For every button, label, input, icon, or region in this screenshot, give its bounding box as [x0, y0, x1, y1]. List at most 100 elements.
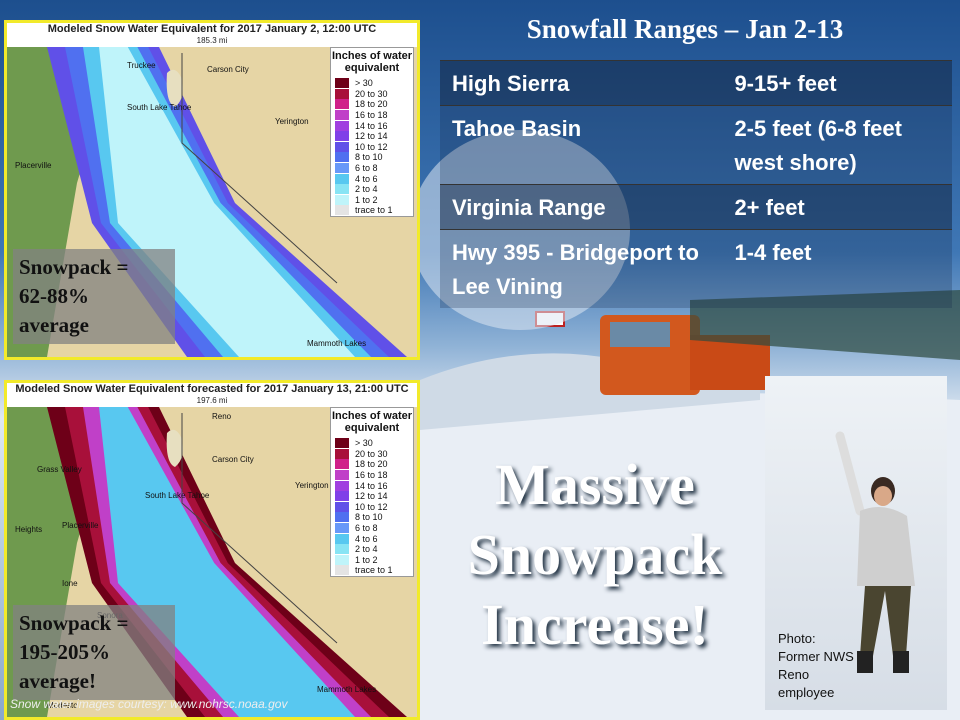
legend-label: 8 to 10 [355, 152, 383, 163]
photo-caption: Photo: Former NWS Reno employee [778, 631, 854, 700]
legend-swatch [335, 120, 349, 131]
state-line [181, 53, 338, 284]
legend-row: trace to 1 [331, 205, 413, 216]
legend-swatch [335, 110, 349, 121]
table-cell: High Sierra [452, 71, 570, 96]
place-label: Mammoth Lakes [307, 339, 367, 348]
legend-row: 10 to 12 [331, 141, 413, 153]
table-row: Virginia Range 2+ feet [440, 184, 952, 229]
table-cell: 1-4 feet [734, 240, 812, 265]
legend-label: 4 to 6 [355, 173, 378, 184]
legend-label: 4 to 6 [355, 533, 378, 544]
person-illustration [835, 431, 915, 673]
table-row: High Sierra 9-15+ feet [440, 60, 952, 105]
legend-row: 6 to 8 [331, 163, 413, 174]
legend-label: 10 to 12 [355, 501, 388, 512]
legend-row: 6 to 8 [331, 523, 413, 534]
place-label: Yerington [275, 117, 309, 126]
state-line [181, 413, 338, 644]
legend-swatch [335, 523, 349, 534]
place-label: South Lake Tahoe [127, 103, 192, 112]
legend-row: > 30 [331, 78, 413, 89]
photo [765, 376, 947, 710]
legend-label: 1 to 2 [355, 554, 378, 565]
legend-row: 12 to 14 [331, 131, 413, 142]
legend-label: 16 to 18 [355, 110, 388, 121]
legend-row: 1 to 2 [331, 194, 413, 206]
legend-swatch [335, 448, 349, 459]
terrain [166, 69, 183, 107]
terrain [166, 429, 183, 467]
legend-swatch [335, 491, 349, 502]
legend-swatch [335, 459, 349, 470]
legend-swatch [335, 512, 349, 523]
legend-label: 14 to 16 [355, 120, 388, 131]
legend-swatch [335, 88, 349, 99]
legend-label: 12 to 14 [355, 131, 388, 142]
legend-row: > 30 [331, 438, 413, 449]
legend-row: 16 to 18 [331, 470, 413, 481]
map-title: Modeled Snow Water Equivalent forecasted… [15, 383, 409, 395]
table-cell: Virginia Range [452, 195, 606, 220]
legend-label: 20 to 30 [355, 448, 388, 459]
legend-swatch [335, 131, 349, 142]
legend-label: 2 to 4 [355, 184, 378, 195]
legend-label: trace to 1 [355, 205, 393, 216]
legend-row: 2 to 4 [331, 544, 413, 555]
legend-swatch [335, 78, 349, 89]
place-label: Yerington [295, 481, 329, 490]
legend-label: 12 to 14 [355, 491, 388, 502]
legend-row: 8 to 10 [331, 152, 413, 163]
legend-swatch [335, 184, 349, 195]
table-cell: 9-15+ feet [734, 71, 837, 96]
table-title: Snowfall Ranges – Jan 2-13 [526, 14, 844, 44]
table-row: Tahoe Basin 2-5 feet (6-8 feet west shore… [440, 105, 952, 184]
map-title: Modeled Snow Water Equivalent for 2017 J… [47, 23, 377, 35]
legend-swatch [335, 554, 349, 565]
legend-row: 20 to 30 [331, 88, 413, 100]
legend-title: Inches of water equivalent [331, 410, 413, 434]
legend-label: 8 to 10 [355, 512, 383, 523]
legend-label: trace to 1 [355, 565, 393, 576]
legend-row: 14 to 16 [331, 120, 413, 131]
legend-label: 6 to 8 [355, 523, 378, 534]
map-scale: 197.6 mi [196, 396, 228, 405]
table-cell: 2-5 feet (6-8 feet west shore) [734, 116, 902, 175]
legend-label: 2 to 4 [355, 544, 378, 555]
legend-label: 10 to 12 [355, 141, 388, 152]
legend-label: 6 to 8 [355, 163, 378, 174]
map-panel: Modeled Snow Water Equivalent forecasted… [4, 380, 420, 720]
legend-row: 18 to 20 [331, 99, 413, 110]
legend-swatch [335, 173, 349, 184]
map-panel: Modeled Snow Water Equivalent for 2017 J… [4, 20, 420, 360]
legend-row: 4 to 6 [331, 173, 413, 184]
legend-swatch [335, 163, 349, 174]
legend-label: 1 to 2 [355, 194, 378, 205]
legend-label: 18 to 20 [355, 99, 388, 110]
legend-swatch [335, 438, 349, 449]
legend-swatch [335, 544, 349, 555]
legend-row: 18 to 20 [331, 459, 413, 470]
snowfall-table: High Sierra 9-15+ feet Tahoe Basin 2-5 feet… [440, 60, 952, 308]
legend-label: 18 to 20 [355, 459, 388, 470]
legend-row: 1 to 2 [331, 554, 413, 566]
legend-row: 8 to 10 [331, 512, 413, 523]
legend-swatch [335, 470, 349, 481]
legend-row: 12 to 14 [331, 491, 413, 502]
legend-swatch [335, 205, 349, 216]
place-label: Grass Valley [37, 465, 82, 474]
place-label: Truckee [127, 61, 156, 70]
legend-label: 14 to 16 [355, 480, 388, 491]
legend-row: 2 to 4 [331, 184, 413, 195]
place-label: Placerville [15, 161, 52, 170]
table-cell: Hwy 395 - Bridgeport to Lee Vining [452, 240, 699, 299]
table-cell: 2+ feet [734, 195, 805, 220]
terrain [99, 407, 355, 717]
legend-swatch [335, 480, 349, 491]
snowpack-text: Snowpack = 62-88% average [19, 255, 129, 337]
image-credit: Snow water images courtesy: www.nohrsc.n… [10, 697, 288, 711]
place-label: Reno [212, 412, 232, 421]
legend-swatch [335, 194, 349, 205]
table-row: Hwy 395 - Bridgeport to Lee Vining 1-4 fe… [440, 229, 952, 308]
